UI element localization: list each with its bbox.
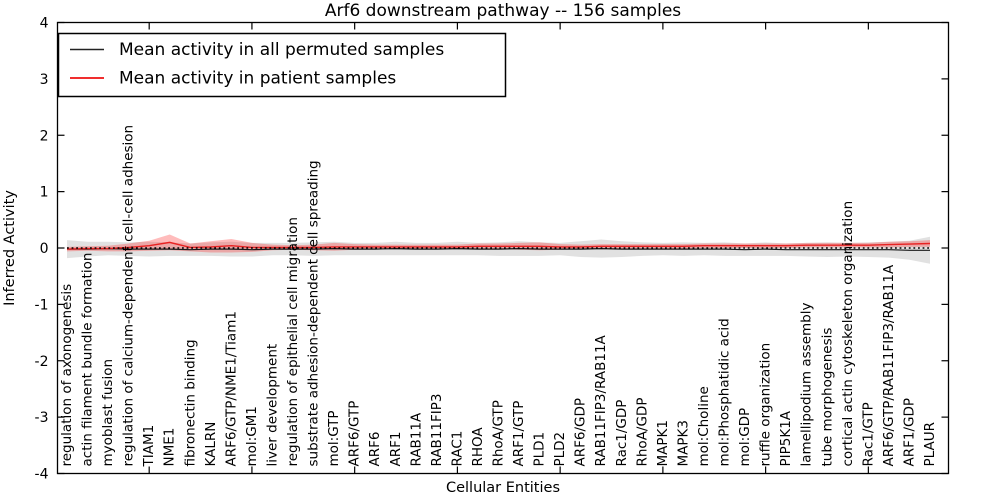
x-tick-label: TIAM1 (141, 425, 157, 468)
y-tick-label: 3 (40, 72, 49, 88)
x-tick-label: RAB11FIP3/RAB11A (593, 334, 609, 466)
x-tick-label: ARF1/GDP (901, 398, 917, 467)
x-tick-label: RhoA/GDP (634, 398, 650, 467)
y-tick-label: -4 (35, 467, 49, 483)
chart-title: Arf6 downstream pathway -- 156 samples (325, 1, 681, 21)
x-tick-label: mol:Phosphatidic acid (717, 318, 733, 466)
x-tick-label: PLD1 (532, 432, 548, 467)
axes-layer: -4 -3 -2 -1 0 1 2 3 4 regulation of axonogenesis a… (35, 16, 950, 483)
x-tick-label: lamellipodium assembly (799, 303, 815, 467)
legend-label-patient-samples: Mean activity in patient samples (119, 69, 396, 89)
x-tick-label: Rac1/GTP (860, 402, 876, 466)
x-axis-label: Cellular Entities (446, 480, 560, 496)
x-tick-label: mol:GDP (737, 408, 753, 467)
x-tick-label: PIP5K1A (778, 410, 794, 466)
y-tick-label: 4 (40, 16, 49, 32)
x-tick-label: regulation of calcium-dependent cell-cel… (121, 125, 137, 467)
x-tick-label: PLD2 (552, 432, 568, 467)
y-tick-label: -2 (35, 354, 49, 370)
y-tick-label: 1 (40, 185, 49, 201)
x-tick-label: NME1 (162, 428, 178, 467)
y-tick-label: -3 (35, 410, 49, 426)
mean-line-permuted (67, 247, 930, 251)
x-tick-label: mol:GTP (326, 410, 342, 466)
x-tick-label: ARF6 (367, 432, 383, 467)
confidence-band-permuted (67, 236, 930, 264)
x-tick-label: actin filament bundle formation (80, 253, 96, 467)
x-tick-label: MAPK3 (675, 420, 691, 466)
mean-line-patient (66, 241, 931, 250)
x-tick-label: KALRN (203, 422, 219, 467)
x-tick-label: ARF6/GDP (573, 398, 589, 467)
x-tick-label: liver development (264, 344, 280, 467)
x-tick-label: RAB11A (408, 412, 424, 467)
x-tick-label: cortical actin cytoskeleton organization (840, 201, 856, 467)
x-tick-label: ARF1/GTP (511, 401, 527, 467)
y-tick-label: -1 (35, 297, 49, 313)
plot-data-layer (66, 234, 931, 264)
legend-box (57, 32, 507, 98)
x-tick-label: MAPK1 (655, 420, 671, 466)
x-tick-label: myoblast fusion (100, 359, 116, 467)
legend-label-permuted-samples: Mean activity in all permuted samples (119, 40, 444, 60)
y-axis-label: Inferred Activity (2, 190, 18, 306)
x-tick-label: ARF6/GTP (347, 401, 363, 467)
x-tick-label: Rac1/GDP (614, 400, 630, 467)
x-tick-label: ARF6/GTP/RAB11FIP3/RAB11A (881, 264, 897, 466)
x-tick-label: mol:GM1 (244, 406, 260, 466)
x-tick-label: regulation of axonogenesis (59, 284, 75, 467)
x-tick-label: RAB11FIP3 (429, 394, 445, 467)
x-tick-label: fibronectin binding (182, 339, 198, 466)
x-tick-label: ARF1 (388, 432, 404, 467)
x-tick-label: ruffle organization (758, 343, 774, 467)
x-tick-label: tube morphogenesis (819, 328, 835, 467)
x-tick-label: RAC1 (449, 431, 465, 467)
x-tick-label: ARF6/GTP/NME1/Tiam1 (223, 311, 239, 466)
x-tick-label: substrate adhesion-dependent cell spread… (306, 160, 322, 466)
y-tick-label: 2 (40, 128, 49, 144)
x-tick-label: PLAUR (922, 422, 938, 466)
x-tick-label: RHOA (470, 427, 486, 467)
x-tick-label: RhoA/GTP (491, 400, 507, 466)
legend: Mean activity in all permuted samples Me… (57, 32, 507, 98)
x-tick-label: mol:Choline (696, 386, 712, 466)
x-tick-label: regulation of epithelial cell migration (285, 217, 301, 466)
y-tick-label: 0 (40, 241, 49, 257)
